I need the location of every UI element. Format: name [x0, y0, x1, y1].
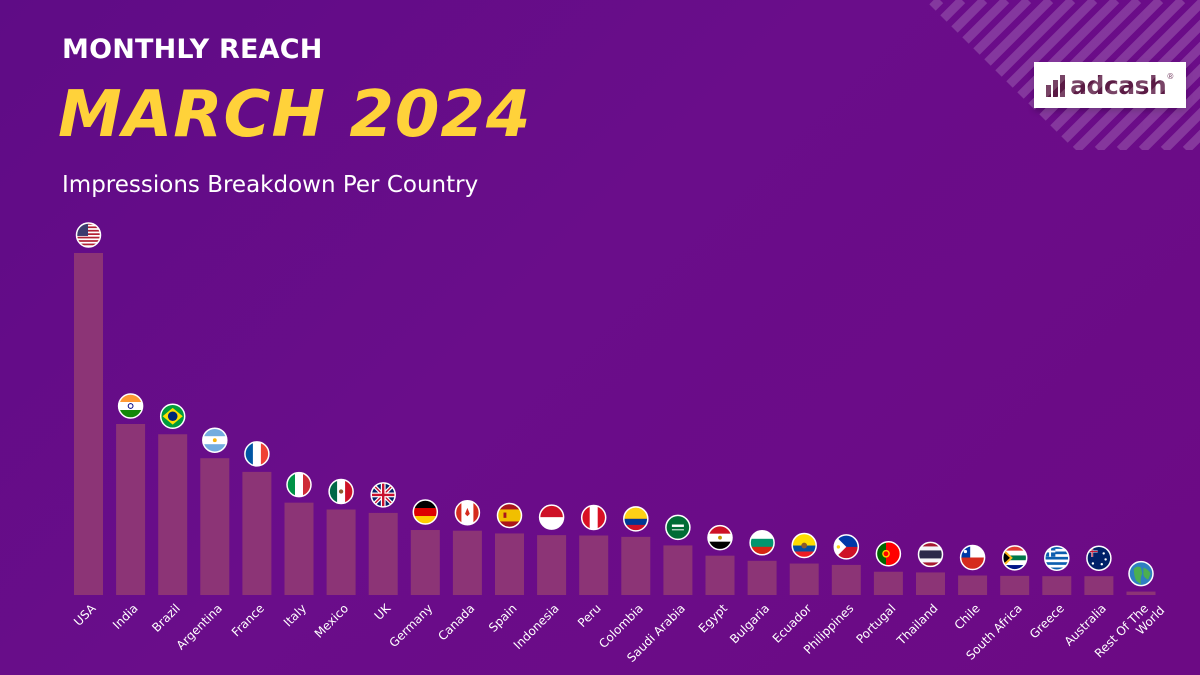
flag-icons — [75, 222, 1154, 587]
flag-bulgaria-icon — [750, 530, 775, 555]
decorative-stripe — [925, 0, 988, 150]
decorative-stripe — [1138, 0, 1200, 150]
category-label: Argentina — [174, 601, 225, 652]
bar-thailand — [916, 572, 945, 595]
bars — [74, 253, 1156, 595]
decorative-stripe — [925, 0, 1054, 150]
decorative-stripe — [768, 0, 918, 150]
category-label: France — [229, 601, 267, 639]
flag-chile-icon — [960, 545, 985, 570]
decorative-stripe — [925, 0, 966, 150]
logo-bars-icon — [1046, 73, 1066, 97]
flag-argentina-icon — [202, 428, 227, 453]
decorative-stripe — [1116, 0, 1200, 150]
category-label: Portugal — [853, 601, 898, 646]
bar-bulgaria — [747, 560, 777, 595]
decorative-stripe — [1028, 0, 1186, 150]
bar-mexico — [326, 509, 356, 595]
flag-usa-icon — [76, 223, 101, 247]
flag-mexico-icon — [329, 479, 354, 504]
decorative-stripes — [680, 0, 1200, 150]
bar-indonesia — [537, 535, 567, 595]
flag-egypt-icon — [708, 525, 732, 550]
category-label: Germany — [387, 601, 436, 650]
bar-portugal — [873, 571, 903, 595]
bar-colombia — [621, 536, 651, 595]
bar-argentina — [200, 458, 230, 595]
category-label: Spain — [486, 601, 520, 635]
flag-peru-icon — [581, 505, 606, 530]
category-label: Italy — [281, 601, 309, 629]
decorative-stripe — [925, 0, 1032, 150]
bar-greece — [1042, 576, 1072, 595]
category-label: Indonesia — [511, 601, 562, 652]
decorative-stripe — [925, 0, 944, 150]
decorative-stripe — [702, 0, 852, 150]
flag-india-icon — [118, 394, 143, 418]
bar-australia — [1084, 576, 1114, 595]
header-kicker: MONTHLY REACH — [62, 34, 323, 65]
category-label: Peru — [575, 601, 604, 630]
flag-indonesia-icon — [539, 505, 564, 530]
bar-south-africa — [1000, 575, 1030, 595]
bar-france — [242, 471, 272, 595]
bar-saudi-arabia — [663, 545, 693, 595]
flag-france-icon — [244, 441, 269, 466]
decorative-stripe — [1094, 0, 1200, 150]
decorative-stripe — [925, 0, 1076, 150]
flag-south-africa-icon — [1002, 545, 1027, 570]
decorative-stripe — [724, 0, 874, 150]
category-label: Greece — [1027, 601, 1067, 641]
bar-uk — [368, 512, 398, 595]
logo-text: adcash® — [1070, 72, 1174, 98]
page-title: MARCH 2024 — [58, 78, 532, 152]
bar-ecuador — [789, 563, 819, 595]
decorative-stripe — [1072, 0, 1200, 150]
bar-philippines — [831, 564, 861, 595]
bar-peru — [579, 535, 609, 595]
adcash-logo: adcash® — [1034, 62, 1186, 108]
category-label: USA — [71, 601, 99, 629]
decorative-stripe — [925, 0, 1010, 150]
category-label: Bulgaria — [727, 601, 772, 646]
bar-egypt — [705, 555, 735, 595]
category-label: Canada — [435, 601, 477, 643]
flag-germany-icon — [413, 500, 438, 525]
bar-india — [116, 424, 146, 595]
bar-brazil — [158, 434, 188, 595]
bar-usa — [74, 253, 103, 595]
bar-chile — [958, 575, 988, 595]
decorative-stripe — [680, 0, 830, 150]
bar-italy — [284, 502, 314, 595]
bar-germany — [410, 530, 440, 595]
category-label: Thailand — [894, 601, 941, 648]
category-label: Egypt — [696, 601, 731, 636]
chart-subtitle: Impressions Breakdown Per Country — [62, 172, 479, 198]
flag-canada-icon — [455, 500, 480, 525]
flag-thailand-icon — [918, 542, 943, 567]
bar-rest-of-the-world — [1126, 591, 1156, 595]
decorative-stripe — [1160, 0, 1200, 150]
category-label: Brazil — [149, 601, 183, 635]
bar-spain — [495, 533, 524, 595]
bar-canada — [452, 530, 482, 595]
category-label: UK — [372, 600, 394, 622]
category-label: Mexico — [312, 601, 352, 641]
category-label: Chile — [952, 601, 983, 632]
decorative-stripe — [1050, 0, 1200, 150]
flag-italy-icon — [287, 472, 311, 497]
decorative-stripe — [746, 0, 896, 150]
flag-greece-icon — [1044, 546, 1069, 571]
flag-philippines-icon — [834, 534, 859, 559]
category-label: India — [110, 601, 141, 632]
